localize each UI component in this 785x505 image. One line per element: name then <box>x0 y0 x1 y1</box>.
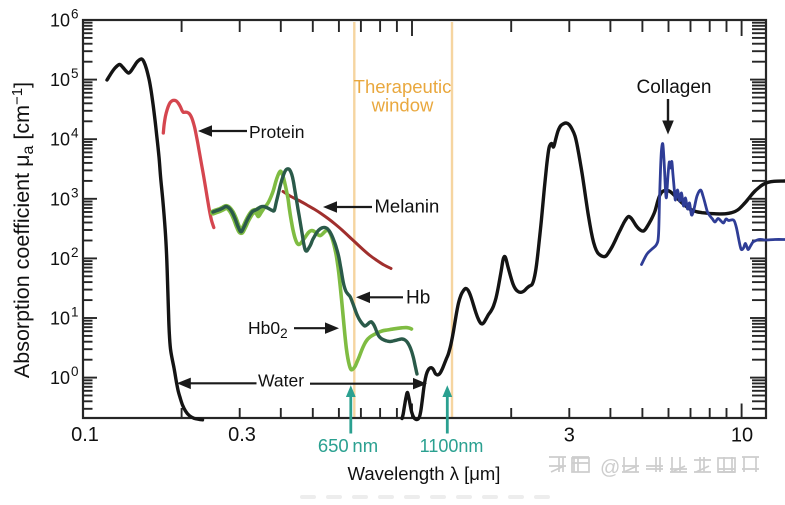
svg-text:10: 10 <box>50 130 70 150</box>
svg-text:3: 3 <box>71 185 79 200</box>
svg-text:5: 5 <box>71 66 79 81</box>
svg-text:Hb02: Hb02 <box>248 318 288 341</box>
svg-text:window: window <box>371 95 434 116</box>
svg-text:10: 10 <box>50 368 70 388</box>
svg-text:0: 0 <box>71 364 79 379</box>
svg-text:10: 10 <box>731 425 753 447</box>
svg-text:1: 1 <box>71 305 79 320</box>
svg-text:3: 3 <box>564 425 575 447</box>
svg-text:10: 10 <box>50 309 70 329</box>
svg-text:Water: Water <box>258 371 304 391</box>
svg-text:@: @ <box>600 457 620 479</box>
svg-text:650 nm: 650 nm <box>318 435 378 456</box>
svg-text:4: 4 <box>71 126 79 141</box>
svg-text:Protein: Protein <box>249 122 304 142</box>
svg-text:6: 6 <box>71 7 79 22</box>
svg-text:1100nm: 1100nm <box>420 436 484 456</box>
svg-text:Absorption coefficient μa [cm−: Absorption coefficient μa [cm−1] <box>9 82 37 378</box>
svg-text:Hb: Hb <box>406 288 430 309</box>
svg-text:10: 10 <box>50 70 70 90</box>
svg-text:0.1: 0.1 <box>71 424 99 446</box>
svg-text:10: 10 <box>50 189 70 209</box>
svg-text:Wavelength λ [μm]: Wavelength λ [μm] <box>348 463 501 484</box>
svg-text:Therapeutic: Therapeutic <box>354 76 452 97</box>
svg-text:10: 10 <box>50 249 70 269</box>
svg-text:Collagen: Collagen <box>637 77 712 98</box>
svg-text:10: 10 <box>50 11 70 31</box>
svg-text:2: 2 <box>71 245 79 260</box>
svg-text:Melanin: Melanin <box>375 196 440 217</box>
svg-text:0.3: 0.3 <box>228 424 256 446</box>
